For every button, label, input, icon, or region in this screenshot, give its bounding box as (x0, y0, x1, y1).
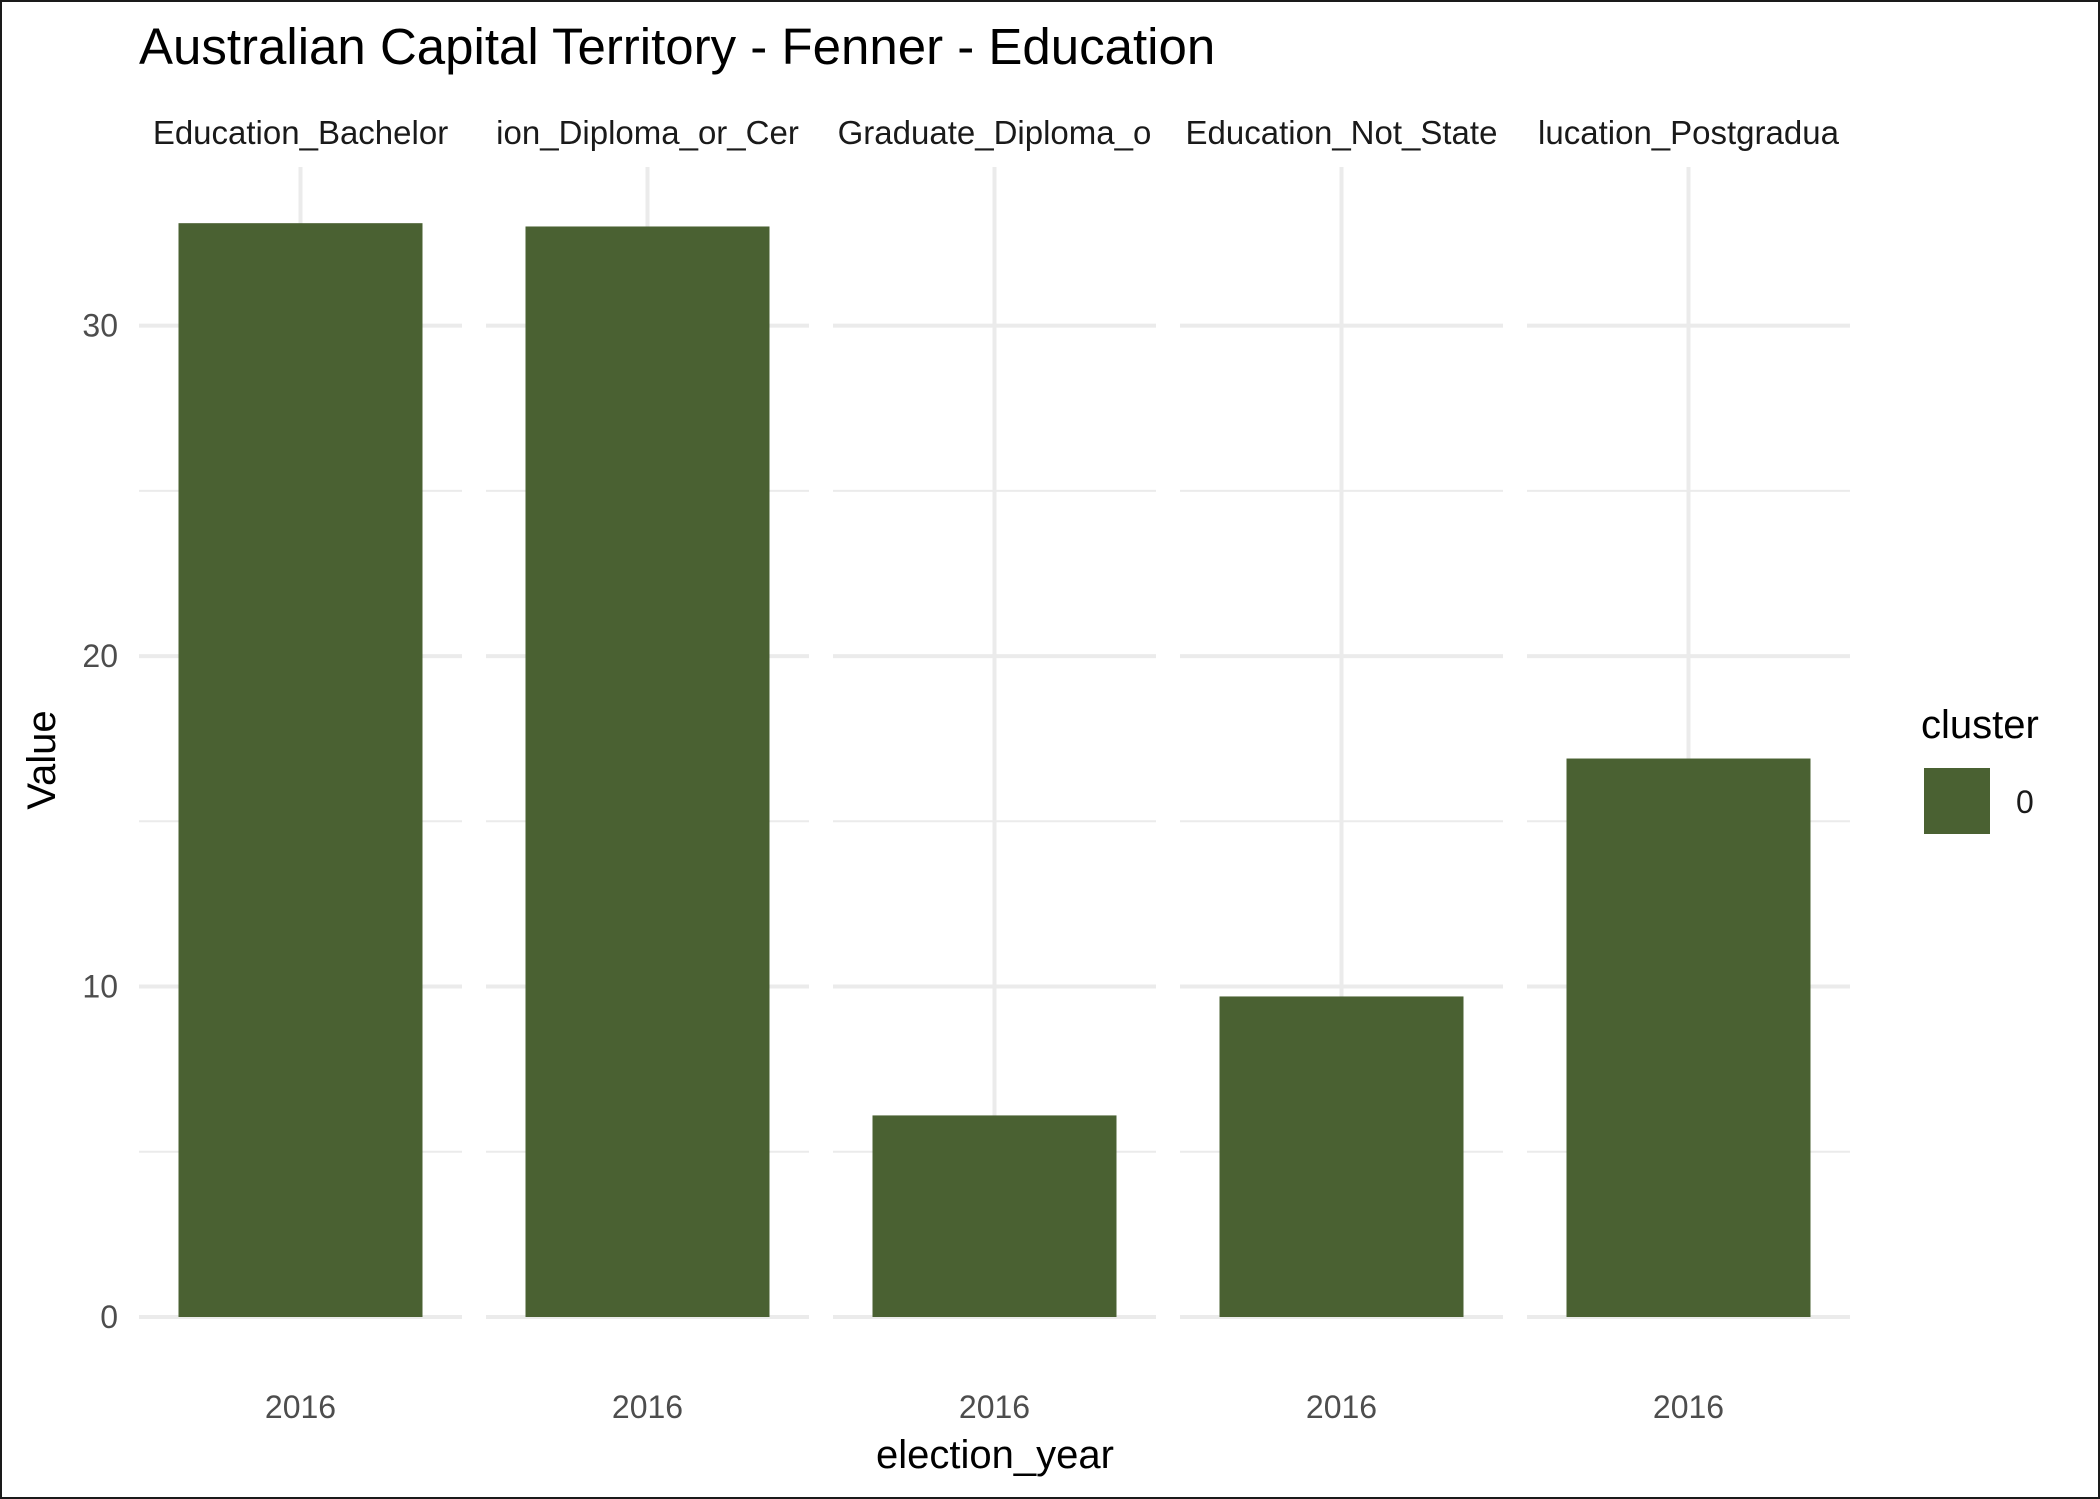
x-tick-label: 2016 (1306, 1389, 1377, 1425)
legend-label: 0 (2016, 784, 2034, 820)
facet-panel: Education_Bachelor 2016 (139, 114, 462, 1425)
bar (178, 223, 423, 1317)
legend-key (1924, 768, 1990, 834)
bar (872, 1115, 1117, 1317)
bar (1566, 758, 1811, 1317)
y-axis-title: Value (20, 710, 64, 809)
x-tick-label: 2016 (612, 1389, 683, 1425)
chart-title: Australian Capital Territory - Fenner - … (139, 18, 1215, 75)
x-tick-label: 2016 (265, 1389, 336, 1425)
legend: cluster 0 (1921, 703, 2039, 834)
x-tick-label: 2016 (959, 1389, 1030, 1425)
facet-panel: Education_Not_State 2016 (1180, 114, 1503, 1425)
facet-strip-label: ion_Diploma_or_Cer (496, 114, 799, 151)
facet-strip-label: Education_Bachelor (153, 114, 448, 151)
y-tick-label: 10 (82, 969, 118, 1005)
bar (525, 226, 770, 1317)
facet-strip-label: lucation_Postgradua (1538, 114, 1840, 151)
x-tick-label: 2016 (1653, 1389, 1724, 1425)
legend-entries: 0 (1924, 768, 2034, 834)
y-tick-label: 0 (100, 1299, 118, 1335)
facet-strip-label: Graduate_Diploma_o (838, 114, 1152, 151)
facet-panel: lucation_Postgradua 2016 (1527, 114, 1850, 1425)
facet-strip-label: Education_Not_State (1186, 114, 1498, 151)
facet-panel: ion_Diploma_or_Cer 2016 (486, 114, 809, 1425)
y-axis: 0 10 20 30 (82, 308, 118, 1335)
y-tick-label: 30 (82, 308, 118, 344)
x-axis-title: election_year (876, 1433, 1114, 1477)
facet-panels: Education_Bachelor2016ion_Diploma_or_Cer… (139, 114, 1850, 1425)
y-tick-label: 20 (82, 638, 118, 674)
legend-title: cluster (1921, 703, 2039, 747)
bar (1219, 996, 1464, 1317)
facet-panel: Graduate_Diploma_o 2016 (833, 114, 1156, 1425)
